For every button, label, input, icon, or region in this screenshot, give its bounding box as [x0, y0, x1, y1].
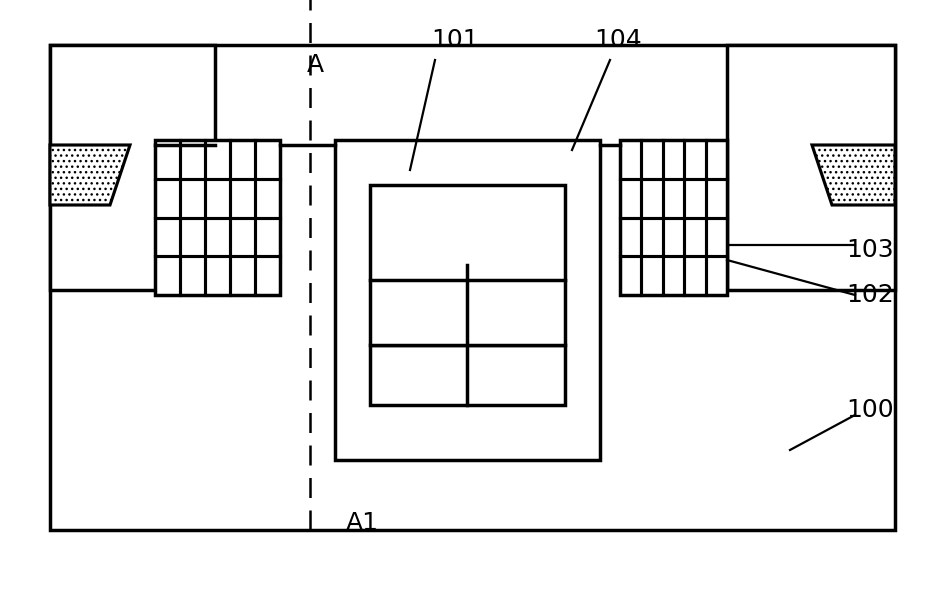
Bar [50, 45, 895, 530]
Polygon shape [812, 145, 895, 205]
Polygon shape [50, 145, 130, 205]
Bar [50, 45, 215, 290]
Text: 103: 103 [846, 238, 894, 262]
Bar [727, 45, 895, 290]
Text: 102: 102 [846, 283, 894, 307]
Text: 104: 104 [594, 28, 642, 52]
Bar [335, 140, 600, 460]
Bar [155, 140, 280, 295]
Text: A1: A1 [346, 511, 379, 535]
Bar [370, 185, 565, 345]
Bar [370, 345, 565, 405]
Text: 101: 101 [431, 28, 479, 52]
Bar [620, 140, 727, 295]
Text: A: A [307, 53, 324, 77]
Text: 100: 100 [846, 398, 894, 422]
